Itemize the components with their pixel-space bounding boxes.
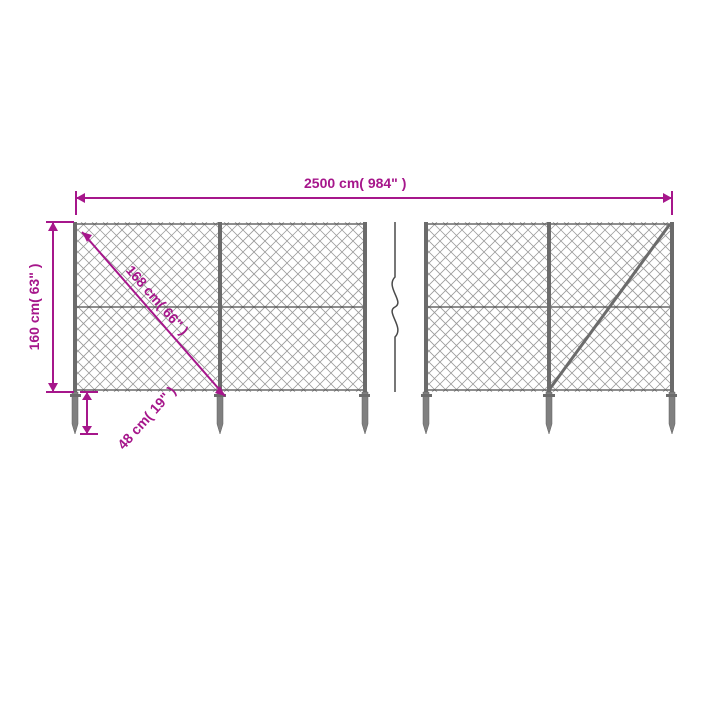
dim-diagonal xyxy=(0,180,400,480)
fence-panel xyxy=(421,217,677,439)
